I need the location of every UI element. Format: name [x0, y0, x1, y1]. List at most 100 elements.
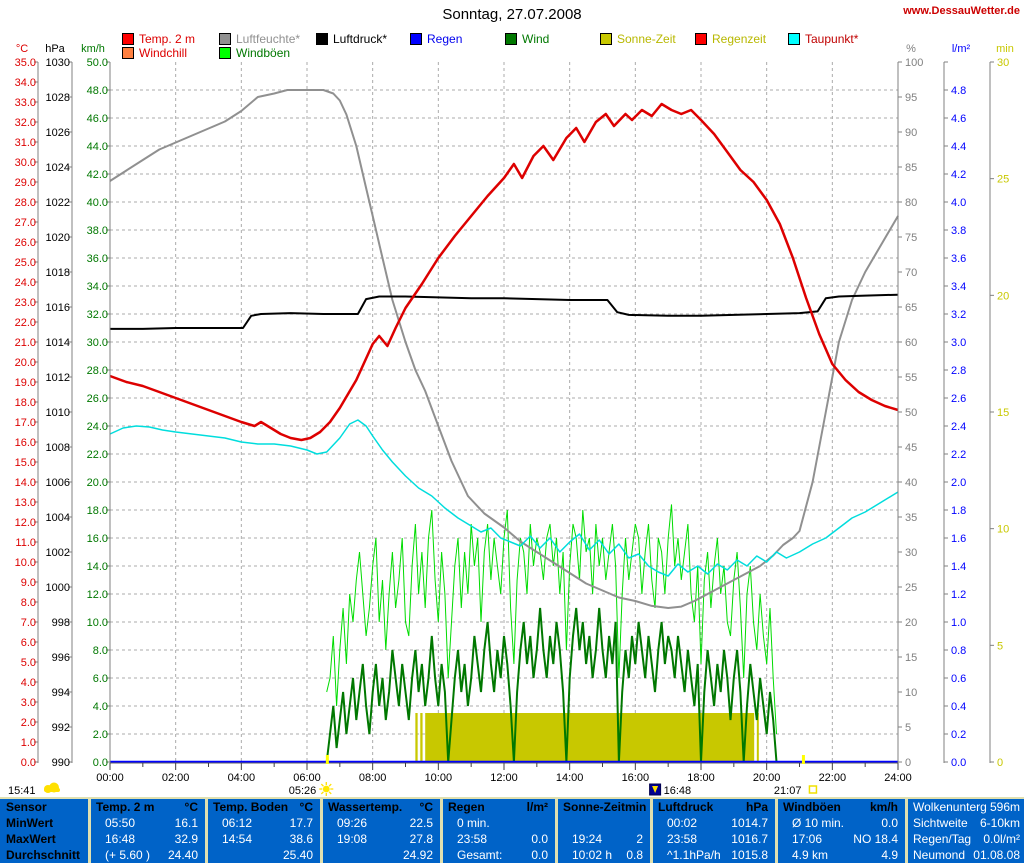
wind-line	[325, 607, 778, 763]
tick-label: 0.4	[951, 701, 966, 713]
legend-label: Taupunkt*	[805, 32, 859, 46]
max-marker-icon	[649, 783, 662, 796]
tick-label: 25	[997, 174, 1009, 186]
tick-label: 20.0	[15, 357, 36, 369]
tick-label: 1.4	[951, 561, 966, 573]
cell-value: 0.0	[531, 832, 548, 846]
tick-label: 1028	[46, 92, 70, 104]
legend-color-swatch	[410, 33, 422, 45]
cell-time: 06:12	[222, 816, 253, 830]
tick-label: 1010	[46, 407, 70, 419]
tick-label: 1004	[46, 512, 70, 524]
legend-label: Wind	[522, 32, 550, 46]
info-label: Sichtweite	[913, 816, 968, 830]
website-link[interactable]: www.DessauWetter.de	[903, 5, 1020, 17]
tick-label: 4.8	[951, 85, 966, 97]
axis-unit-percent: %	[906, 43, 916, 55]
tick-label: 1020	[46, 232, 70, 244]
legend-item-luftdruck-: Luftdruck*	[316, 32, 387, 46]
table-row	[558, 815, 650, 831]
grid-lines	[110, 62, 898, 762]
tick-label: 20	[997, 290, 1009, 302]
sunset-label: 21:07	[774, 785, 802, 797]
sun-bar	[415, 713, 418, 762]
table-row: 4.9 km 4.9	[778, 847, 905, 863]
x-tick-label: 00:00	[96, 772, 124, 784]
table-row: 16:48 32.9	[91, 831, 205, 847]
tick-label: 70	[905, 267, 917, 279]
cell-value: 22.5	[409, 816, 433, 830]
legend-item-windchill: Windchill	[122, 46, 188, 60]
cell-value: NO 18.4	[853, 832, 898, 846]
col-header: Wassertemp.	[328, 800, 403, 814]
info-value: 6-10km	[979, 816, 1020, 830]
table-col-wassertemp-: Wassertemp. °C 09:26 22.5 19:08 27.8 24.92	[320, 799, 440, 863]
summary-table: Sensor MinWert MaxWert Durchschnitt Temp. 2 …	[0, 797, 1024, 863]
legend-color-swatch	[122, 47, 134, 59]
col-unit: hPa	[745, 800, 768, 814]
tick-label: 4.0	[951, 197, 966, 209]
tick-label: 10	[997, 524, 1009, 536]
tick-label: 1024	[46, 162, 70, 174]
cell-time: 05:50	[105, 816, 136, 830]
tick-label: 0	[997, 757, 1003, 769]
x-tick-label: 14:00	[556, 772, 584, 784]
cell-value: 1015.8	[731, 848, 768, 862]
tick-label: 0.6	[951, 673, 966, 685]
info-label: Wolkenunterg	[913, 800, 987, 814]
cell-value: 2	[636, 832, 643, 846]
info-row: Neumond 01.08.08	[908, 847, 1024, 863]
tick-label: 50	[905, 407, 917, 419]
x-tick-label: 12:00	[490, 772, 518, 784]
sunset-square-icon	[808, 785, 818, 794]
legend-label: Sonne-Zeit	[617, 32, 676, 46]
tick-label: 60	[905, 337, 917, 349]
tick-label: 30	[905, 547, 917, 559]
info-value: 0.0l/m²	[983, 832, 1020, 846]
tick-label: 15.0	[15, 457, 36, 469]
tick-label: 990	[52, 757, 70, 769]
tick-label: 30	[997, 57, 1009, 69]
x-tick-label: 08:00	[359, 772, 387, 784]
legend-color-swatch	[505, 33, 517, 45]
col-unit: min	[625, 800, 647, 814]
tick-label: 65	[905, 302, 917, 314]
tick-label: 0.0	[21, 757, 36, 769]
cell-time: Gesamt:	[457, 848, 503, 862]
tick-label: 4.2	[951, 169, 966, 181]
table-row: 17:06 NO 18.4	[778, 831, 905, 847]
tick-label: 10.0	[15, 557, 36, 569]
tick-label: 1016	[46, 302, 70, 314]
cell-value	[548, 815, 555, 831]
tick-label: 1006	[46, 477, 70, 489]
tick-label: 1.2	[951, 589, 966, 601]
cell-value: 32.9	[174, 832, 198, 846]
cell-value: 1014.7	[731, 816, 768, 830]
x-tick-label: 24:00	[884, 772, 912, 784]
tick-label: 17.0	[15, 417, 36, 429]
x-tick-label: 20:00	[753, 772, 781, 784]
tick-label: 1.0	[21, 737, 36, 749]
col-unit: °C	[184, 800, 198, 814]
table-row: 25.40	[208, 847, 320, 863]
tick-label: 48.0	[87, 85, 108, 97]
legend-color-swatch	[316, 33, 328, 45]
tick-label: 16.0	[87, 533, 108, 545]
tick-label: 1030	[46, 57, 70, 69]
x-axis: 00:00 02:00 04:00 06:00 08:00 10:00 12:00 14:00…	[96, 755, 912, 784]
cell-time: 00:02	[667, 816, 698, 830]
tick-label: 2.0	[93, 729, 108, 741]
tick-label: 996	[52, 652, 70, 664]
cell-time: 16:48	[105, 832, 136, 846]
table-row: 09:26 22.5	[323, 815, 440, 831]
table-col-regen: Regen l/m² 0 min. 23:58 0.0 Gesamt: 0.0	[440, 799, 555, 863]
legend-label: Windchill	[139, 46, 188, 60]
info-label: Neumond	[913, 848, 966, 862]
tick-label: 25	[905, 582, 917, 594]
sun-bar	[756, 713, 759, 762]
tick-label: 3.0	[21, 697, 36, 709]
col-header: Windböen	[783, 800, 841, 814]
tick-label: 11.0	[15, 537, 36, 549]
info-row: Sichtweite 6-10km	[908, 815, 1024, 831]
legend-label: Luftfeuchte*	[236, 32, 301, 46]
